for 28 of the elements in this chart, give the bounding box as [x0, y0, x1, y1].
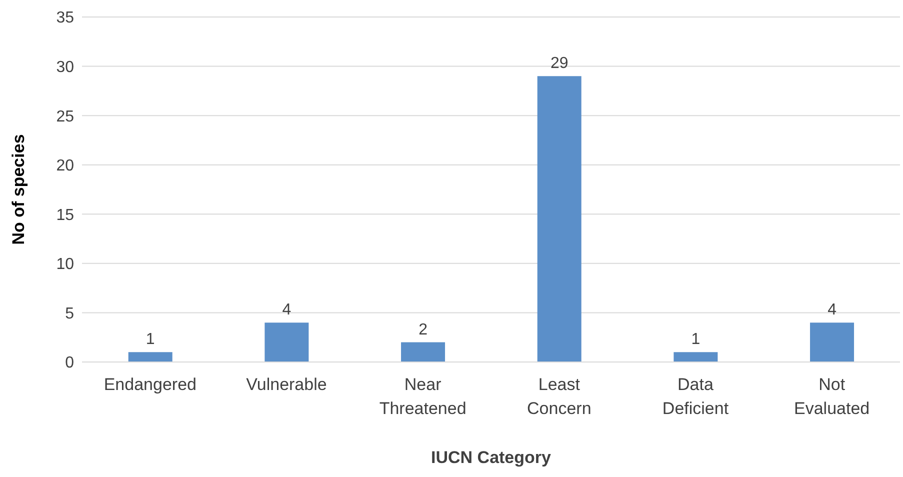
y-tick-label: 20 — [56, 158, 74, 175]
y-tick-label: 30 — [56, 58, 74, 76]
x-tick-label: Vulnerable — [246, 375, 327, 394]
data-label: 29 — [550, 55, 568, 72]
y-tick-label: 5 — [65, 305, 74, 322]
y-axis-title: No of species — [9, 134, 28, 245]
data-label: 2 — [418, 321, 428, 338]
y-tick-label: 25 — [56, 108, 74, 126]
bar — [128, 352, 172, 362]
y-tick-label: 10 — [56, 256, 74, 274]
data-label: 4 — [282, 302, 292, 319]
y-tick-label: 0 — [65, 354, 74, 372]
x-tick-label: Not Evaluated — [794, 375, 870, 418]
x-tick-label: Data Deficient — [662, 375, 729, 418]
bar — [537, 76, 582, 362]
bar — [264, 322, 309, 362]
bar — [401, 342, 446, 362]
bar — [674, 352, 718, 362]
x-tick-label: Least Concern — [527, 375, 592, 418]
y-tick-label: 15 — [56, 206, 74, 224]
data-label: 1 — [146, 331, 155, 348]
x-axis-title: IUCN Category — [431, 448, 552, 467]
bar — [810, 322, 854, 362]
data-label: 4 — [828, 302, 837, 319]
data-label: 1 — [691, 331, 700, 348]
x-tick-label: Endangered — [104, 375, 196, 394]
x-tick-label: Near Threatened — [379, 375, 466, 418]
y-tick-label: 35 — [56, 10, 74, 27]
